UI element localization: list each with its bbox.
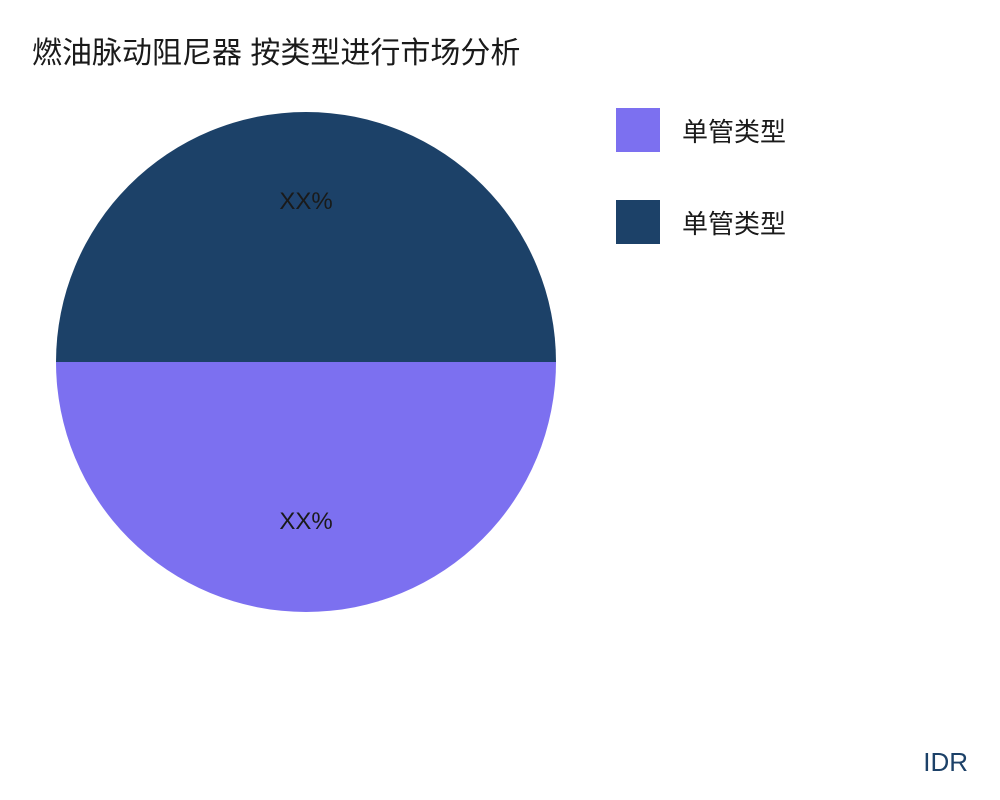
- legend-item-0: 单管类型: [616, 108, 786, 152]
- slice-label-0: XX%: [279, 188, 332, 216]
- legend: 单管类型 单管类型: [616, 108, 786, 292]
- chart-title: 燃油脉动阻尼器 按类型进行市场分析: [32, 28, 520, 72]
- legend-item-1: 单管类型: [616, 200, 786, 244]
- legend-label-1: 单管类型: [682, 204, 786, 241]
- pie-chart: XX% XX%: [56, 112, 556, 612]
- pie-graphic: [56, 112, 556, 612]
- slice-label-1: XX%: [279, 508, 332, 536]
- legend-swatch-0: [616, 108, 660, 152]
- legend-swatch-1: [616, 200, 660, 244]
- footer-label: IDR: [923, 747, 968, 778]
- legend-label-0: 单管类型: [682, 112, 786, 149]
